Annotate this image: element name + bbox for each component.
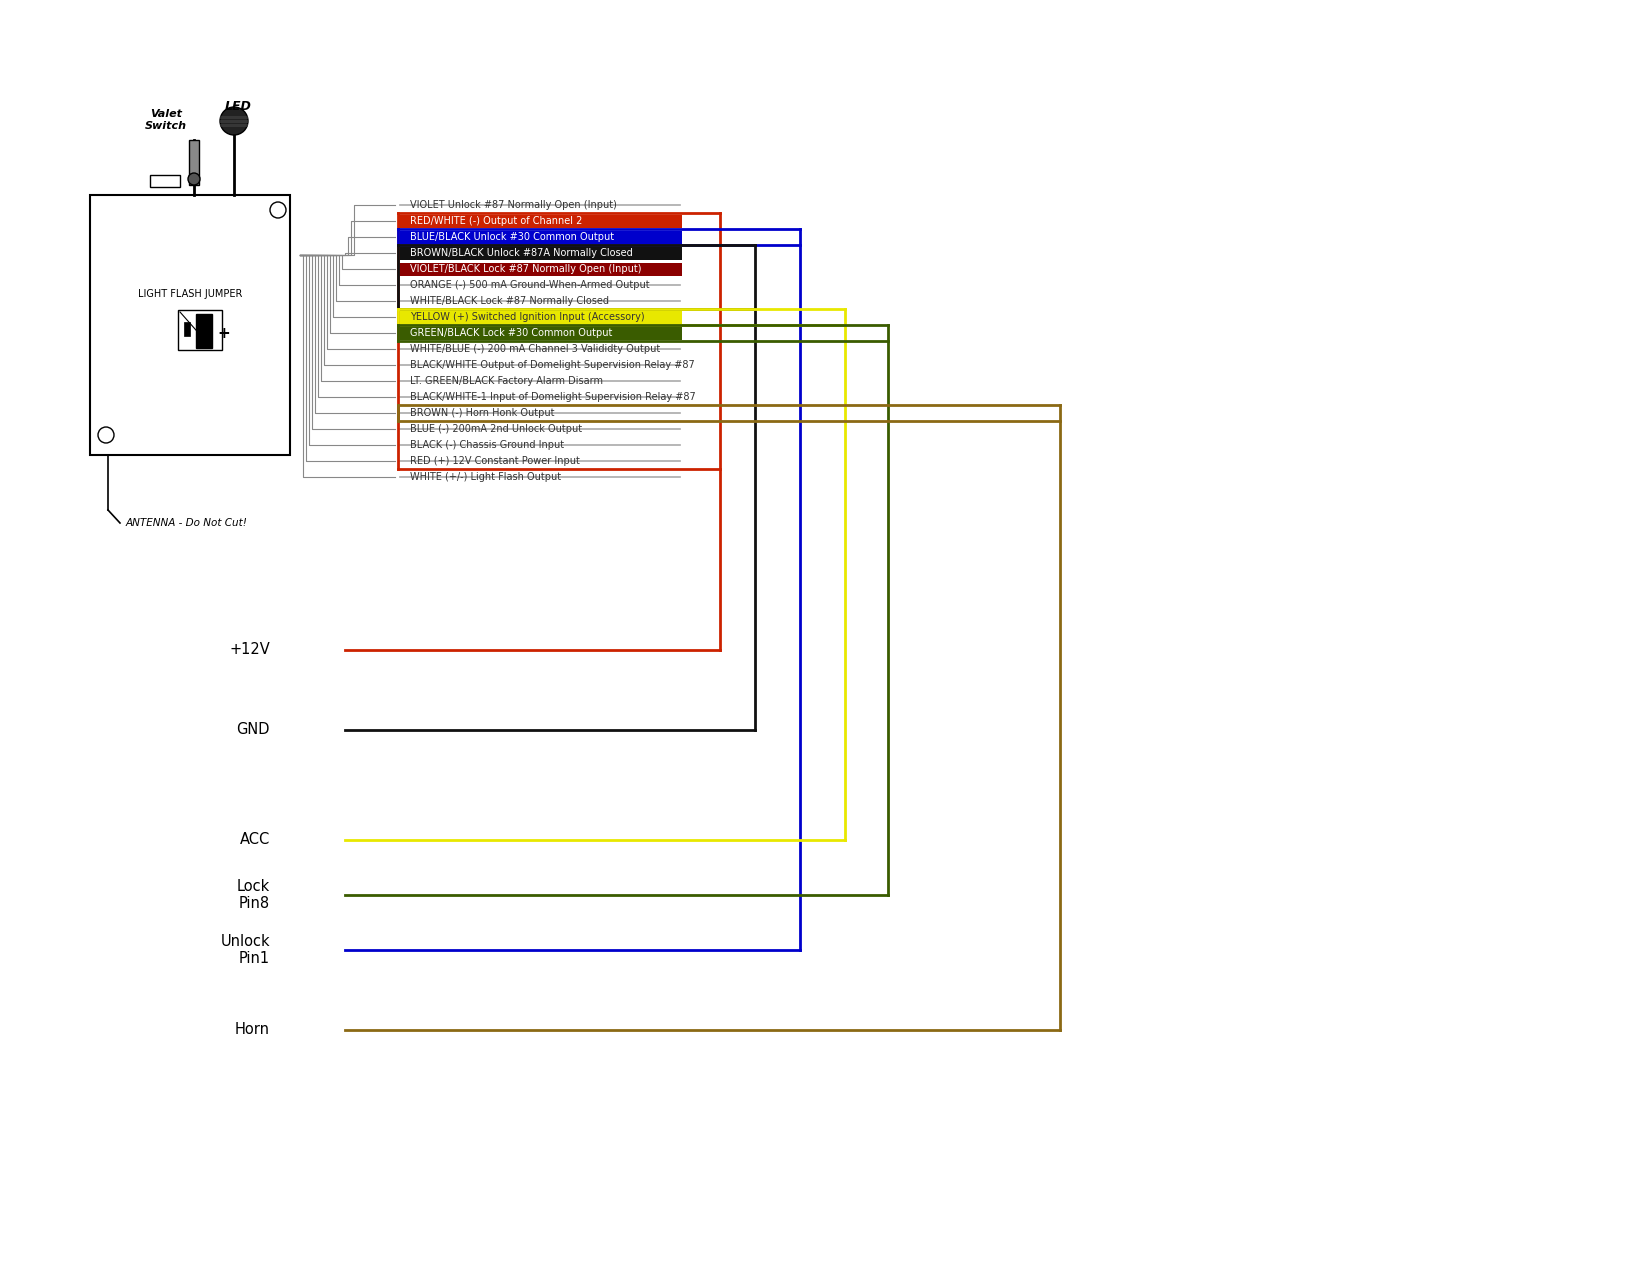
Text: YELLOW (+) Switched Ignition Input (Accessory): YELLOW (+) Switched Ignition Input (Acce… [409, 312, 645, 323]
Text: VIOLET Unlock #87 Normally Open (Input): VIOLET Unlock #87 Normally Open (Input) [409, 200, 617, 210]
Text: WHITE (+/-) Light Flash Output: WHITE (+/-) Light Flash Output [409, 472, 561, 482]
Text: LT. GREEN/BLACK Factory Alarm Disarm: LT. GREEN/BLACK Factory Alarm Disarm [409, 376, 602, 386]
Bar [190, 140, 200, 185]
Text: GND: GND [236, 723, 271, 737]
Bar [398, 214, 681, 227]
Bar [91, 195, 290, 455]
Text: LED: LED [224, 101, 251, 113]
Bar [398, 246, 681, 260]
Text: ACC: ACC [239, 833, 271, 848]
Text: BLUE/BLACK Unlock #30 Common Output: BLUE/BLACK Unlock #30 Common Output [409, 232, 614, 242]
Text: RED/WHITE (-) Output of Channel 2: RED/WHITE (-) Output of Channel 2 [409, 215, 582, 226]
Bar [219, 116, 248, 119]
Text: BLACK/WHITE Output of Domelight Supervision Relay #87: BLACK/WHITE Output of Domelight Supervis… [409, 360, 695, 370]
Text: BLACK/WHITE-1 Input of Domelight Supervision Relay #87: BLACK/WHITE-1 Input of Domelight Supervi… [409, 391, 696, 402]
Circle shape [271, 201, 285, 218]
Bar [398, 311, 681, 324]
Bar [398, 231, 681, 244]
Bar [196, 314, 211, 348]
Bar [398, 326, 681, 339]
Circle shape [219, 107, 248, 135]
Text: VIOLET/BLACK Lock #87 Normally Open (Input): VIOLET/BLACK Lock #87 Normally Open (Inp… [409, 264, 642, 274]
Text: BROWN (-) Horn Honk Output: BROWN (-) Horn Honk Output [409, 408, 554, 418]
Text: BROWN/BLACK Unlock #87A Normally Closed: BROWN/BLACK Unlock #87A Normally Closed [409, 249, 632, 258]
Text: ORANGE (-) 500 mA Ground-When-Armed Output: ORANGE (-) 500 mA Ground-When-Armed Outp… [409, 280, 650, 289]
Text: +: + [218, 326, 231, 342]
Text: LIGHT FLASH JUMPER: LIGHT FLASH JUMPER [139, 289, 243, 298]
Circle shape [97, 427, 114, 442]
Text: Unlock
Pin1: Unlock Pin1 [221, 933, 271, 966]
Bar [219, 124, 248, 126]
Text: BLUE (-) 200mA 2nd Unlock Output: BLUE (-) 200mA 2nd Unlock Output [409, 425, 582, 434]
Bar [398, 263, 681, 275]
Bar [178, 310, 223, 351]
Bar [219, 120, 248, 122]
Text: +12V: +12V [229, 643, 271, 658]
Text: GREEN/BLACK Lock #30 Common Output: GREEN/BLACK Lock #30 Common Output [409, 328, 612, 338]
Text: WHITE/BLACK Lock #87 Normally Closed: WHITE/BLACK Lock #87 Normally Closed [409, 296, 609, 306]
Circle shape [188, 173, 200, 185]
Bar [185, 323, 190, 337]
Text: ANTENNA - Do Not Cut!: ANTENNA - Do Not Cut! [125, 518, 248, 528]
Text: Valet
Switch: Valet Switch [145, 110, 186, 131]
Text: WHITE/BLUE (-) 200 mA Channel 3 Valididty Output: WHITE/BLUE (-) 200 mA Channel 3 Valididt… [409, 344, 660, 354]
Text: BLACK (-) Chassis Ground Input: BLACK (-) Chassis Ground Input [409, 440, 564, 450]
Text: Horn: Horn [234, 1023, 271, 1038]
Text: RED (+) 12V Constant Power Input: RED (+) 12V Constant Power Input [409, 456, 579, 465]
Bar [150, 175, 180, 187]
Text: Lock
Pin8: Lock Pin8 [236, 878, 271, 912]
